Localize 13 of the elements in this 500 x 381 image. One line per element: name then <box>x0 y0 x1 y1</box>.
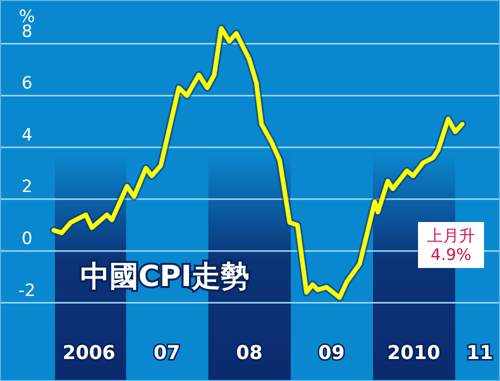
annotation: 上月升 4.9% <box>427 226 475 264</box>
x-tick-label: 2010 <box>387 342 440 364</box>
y-tick-label: 6 <box>22 74 32 94</box>
y-tick-label: -2 <box>18 280 36 301</box>
x-tick-label: 09 <box>318 342 345 364</box>
x-tick-label: 08 <box>236 342 263 364</box>
y-tick-label: 2 <box>22 177 32 198</box>
y-tick-label: 0 <box>22 228 32 249</box>
x-tick-label: 2006 <box>62 342 116 364</box>
y-tick-label: 4 <box>22 125 32 146</box>
x-tick-label: 11 <box>466 342 493 364</box>
text: 中國CPI走勢 <box>80 259 250 293</box>
x-tick-label: 07 <box>154 342 180 364</box>
